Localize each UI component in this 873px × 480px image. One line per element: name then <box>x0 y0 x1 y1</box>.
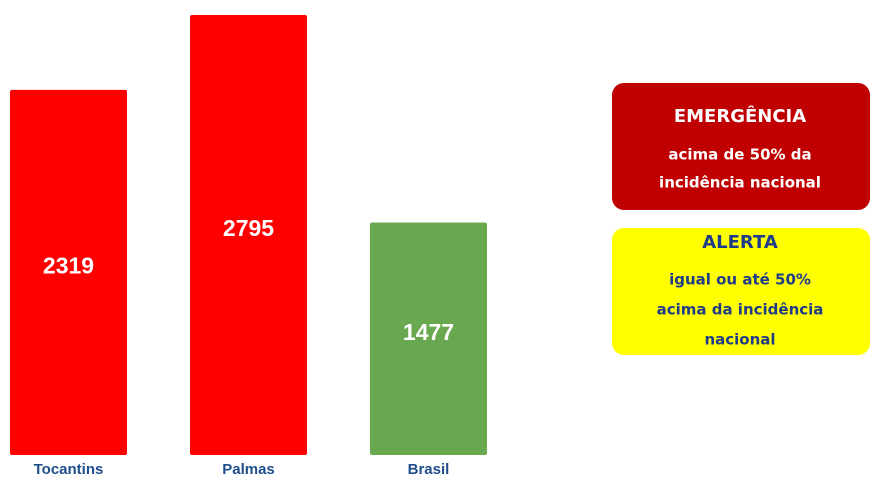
x-tick-label: Brasil <box>408 461 450 478</box>
legend-title: EMERGÊNCIA <box>674 105 806 127</box>
legend-text: nacional <box>704 331 775 349</box>
legend-box <box>612 228 870 355</box>
legend-text: incidência nacional <box>659 174 821 192</box>
bar <box>370 222 487 455</box>
legend-text: igual ou até 50% <box>669 271 811 289</box>
bar-value-label: 1477 <box>403 319 454 345</box>
legend-title: ALERTA <box>702 232 778 253</box>
bar <box>10 89 127 455</box>
bar-value-label: 2319 <box>43 253 94 279</box>
x-tick-label: Palmas <box>222 461 275 478</box>
x-tick-label: Tocantins <box>34 461 104 478</box>
bar-value-label: 2795 <box>223 215 274 241</box>
legend-text: acima da incidência <box>657 301 824 319</box>
legend-text: acima de 50% da <box>668 146 811 164</box>
bar <box>190 15 307 455</box>
legend-box <box>612 83 870 210</box>
